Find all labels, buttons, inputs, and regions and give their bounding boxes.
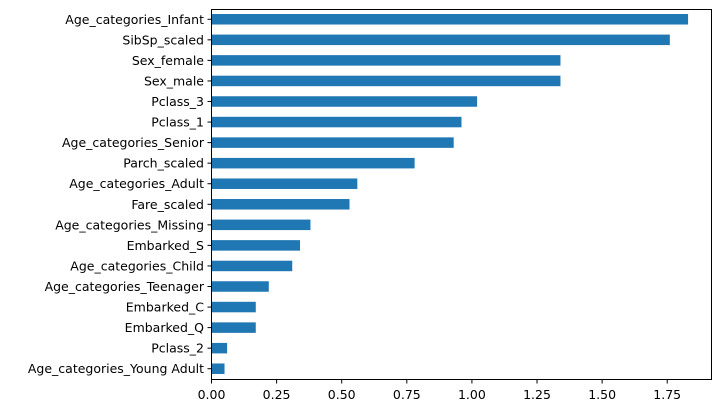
y-tick-label: Age_categories_Senior [62, 135, 205, 150]
bar-pclass-3 [211, 96, 478, 107]
bar-sibsp-scaled [211, 34, 670, 46]
y-tick-label: Age_categories_Infant [65, 12, 204, 27]
x-axis-ticks: 0.00 0.25 0.50 0.75 1.00 1.25 1.50 1.75 [198, 379, 681, 402]
y-tick-label: Sex_female [132, 53, 204, 68]
bar-parch-scaled [211, 157, 415, 169]
y-tick-label: Fare_scaled [131, 197, 204, 212]
bar-embarked-q [211, 322, 256, 333]
bar-pclass-1 [211, 116, 462, 128]
bar-embarked-s [211, 240, 301, 251]
bar-age-categories-adult [211, 178, 358, 189]
x-tick-label: 1.25 [523, 387, 551, 402]
bar-fare-scaled [211, 199, 350, 210]
bar-pclass-2 [211, 342, 228, 354]
y-tick-label: SibSp_scaled [122, 32, 204, 47]
y-axis-ticks: Age_categories_Infant SibSp_scaled Sex_fem… [28, 12, 212, 376]
x-tick-label: 0.50 [328, 387, 356, 402]
y-tick-label: Embarked_C [126, 300, 204, 315]
y-tick-label: Age_categories_Teenager [45, 279, 205, 294]
x-tick-label: 1.50 [588, 387, 616, 402]
bar-age-categories-infant [211, 14, 689, 25]
bar-age-categories-teenager [211, 281, 269, 292]
x-tick-label: 1.75 [653, 387, 681, 402]
bar-age-categories-missing [211, 219, 311, 231]
y-tick-label: Age_categories_Missing [55, 217, 204, 232]
x-tick-label: 0.25 [263, 387, 291, 402]
bar-age-categories-young-adult [211, 363, 225, 374]
bar-embarked-c [211, 301, 256, 313]
y-tick-label: Age_categories_Child [70, 258, 204, 273]
y-tick-label: Sex_male [144, 73, 204, 88]
bar-sex-female [211, 55, 561, 66]
y-tick-label: Embarked_S [127, 238, 204, 253]
bar-sex-male [211, 75, 561, 87]
plot-frame [211, 9, 712, 380]
y-tick-label: Age_categories_Adult [69, 176, 204, 191]
y-tick-label: Parch_scaled [123, 156, 204, 171]
bar-age-categories-senior [211, 137, 454, 148]
x-tick-label: 0.00 [198, 387, 226, 402]
x-tick-label: 1.00 [458, 387, 486, 402]
y-tick-label: Pclass_3 [151, 94, 204, 109]
bars-layer [211, 14, 689, 374]
bar-age-categories-child [211, 260, 293, 272]
x-tick-label: 0.75 [393, 387, 421, 402]
y-tick-label: Age_categories_Young Adult [28, 361, 204, 376]
y-tick-label: Embarked_Q [125, 320, 204, 335]
y-tick-label: Pclass_2 [151, 341, 204, 356]
y-tick-label: Pclass_1 [151, 115, 204, 130]
